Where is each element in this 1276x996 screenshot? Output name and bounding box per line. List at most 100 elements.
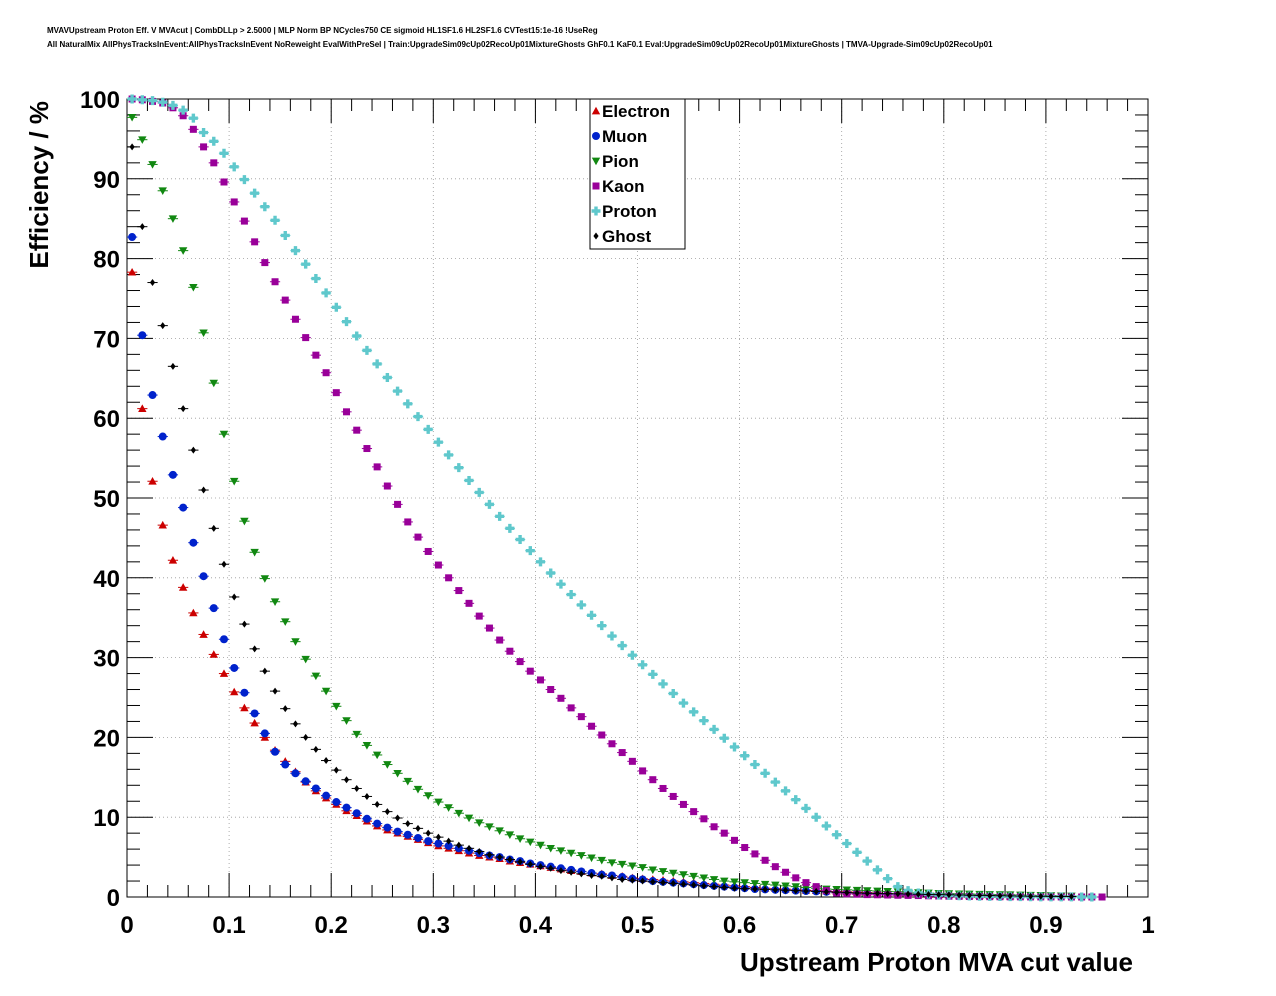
data-point-kaon	[700, 815, 708, 823]
data-point-pion	[158, 187, 167, 195]
data-point-kaon	[557, 694, 565, 702]
data-point-proton	[515, 534, 525, 544]
data-point-proton	[127, 94, 137, 104]
data-point-kaon	[649, 776, 657, 784]
data-point-ghost	[456, 841, 462, 849]
data-point-pion	[168, 215, 178, 223]
data-point-electron	[148, 477, 157, 485]
data-point-ghost	[486, 851, 493, 859]
x-tick-label: 0.2	[315, 912, 348, 939]
y-tick-label: 70	[93, 326, 120, 353]
data-points	[127, 94, 1108, 902]
data-point-ghost	[823, 888, 829, 896]
data-point-pion	[219, 430, 229, 439]
data-point-ghost	[578, 870, 584, 878]
data-point-kaon	[189, 125, 197, 133]
data-point-muon	[403, 830, 412, 839]
data-point-muon	[434, 839, 443, 848]
data-point-pion	[638, 864, 647, 872]
data-point-pion	[291, 638, 300, 646]
data-point-kaon	[475, 612, 483, 620]
data-point-ghost	[537, 863, 544, 871]
data-point-proton	[678, 698, 688, 708]
data-point-ghost	[864, 889, 870, 897]
data-point-proton	[862, 856, 872, 866]
data-point-muon	[362, 814, 371, 823]
data-point-kaon	[281, 296, 289, 304]
axis-ticks: 0 0.1 0.2 0.3 0.4 0.5 0.6 0.7 0.8 0.9 101020304050…	[80, 87, 1155, 939]
data-point-ghost	[701, 882, 707, 890]
y-tick-label: 80	[93, 247, 120, 274]
data-point-kaon	[730, 836, 738, 844]
data-point-ghost	[997, 892, 1003, 900]
data-point-proton	[219, 148, 229, 158]
data-point-ghost	[874, 889, 881, 897]
data-point-ghost	[1068, 893, 1075, 901]
data-point-pion	[270, 598, 280, 606]
data-point-proton	[811, 812, 821, 822]
data-point-pion	[454, 809, 464, 818]
data-point-ghost	[435, 833, 442, 841]
data-point-muon	[332, 798, 341, 807]
legend-item-proton: Proton	[591, 202, 657, 221]
data-point-kaon	[669, 792, 677, 800]
data-point-pion	[587, 854, 596, 863]
data-point-electron	[240, 703, 249, 712]
data-point-ghost	[731, 884, 738, 892]
data-point-muon	[373, 819, 382, 828]
y-tick-label: 60	[93, 406, 120, 433]
data-point-ghost	[415, 824, 421, 832]
data-point-proton	[331, 302, 341, 312]
data-point-ghost	[711, 883, 717, 891]
data-point-ghost	[1007, 892, 1013, 900]
data-point-proton	[842, 839, 852, 849]
data-point-proton	[280, 230, 290, 240]
data-point-ghost	[343, 776, 350, 784]
data-point-proton	[352, 331, 362, 341]
legend-marker-electron	[591, 106, 601, 115]
data-point-ghost	[262, 667, 268, 675]
data-point-muon	[189, 538, 198, 547]
data-point-ghost	[211, 524, 217, 532]
data-point-kaon	[679, 800, 687, 808]
data-point-ghost	[782, 886, 789, 894]
data-point-muon	[424, 837, 433, 846]
data-point-kaon	[455, 587, 463, 595]
data-point-muon	[148, 391, 157, 400]
legend-item-kaon: Kaon	[592, 177, 645, 196]
data-point-proton	[719, 733, 729, 743]
data-point-kaon	[516, 658, 524, 666]
data-point-muon	[342, 803, 351, 812]
data-point-kaon	[404, 518, 412, 526]
data-point-proton	[239, 175, 249, 185]
data-point-kaon	[230, 198, 238, 206]
data-point-kaon	[220, 178, 228, 186]
data-point-muon	[383, 823, 392, 832]
data-point-proton	[801, 803, 811, 813]
data-point-proton	[729, 742, 739, 752]
data-point-electron	[219, 669, 229, 677]
x-tick-label: 0.9	[1029, 912, 1062, 939]
x-tick-label: 0.6	[723, 912, 756, 939]
data-point-muon	[322, 791, 331, 800]
data-point-proton	[372, 359, 382, 369]
data-point-proton	[342, 317, 352, 327]
data-point-proton	[250, 188, 260, 198]
data-point-kaon	[588, 722, 596, 730]
data-point-pion	[250, 548, 259, 557]
x-tick-label: 0.5	[621, 912, 654, 939]
data-point-proton	[158, 97, 168, 107]
data-point-ghost	[640, 877, 646, 885]
data-point-kaon	[618, 749, 626, 757]
data-point-ghost	[405, 820, 411, 828]
series-electron	[127, 267, 1016, 900]
data-point-proton	[546, 568, 556, 578]
data-point-pion	[648, 866, 658, 875]
data-point-pion	[791, 883, 800, 891]
data-point-ghost	[803, 887, 809, 895]
data-point-ghost	[650, 878, 656, 886]
data-point-ghost	[241, 620, 248, 628]
data-point-kaon	[383, 482, 391, 490]
data-point-ghost	[568, 868, 574, 876]
data-point-kaon	[547, 686, 555, 694]
